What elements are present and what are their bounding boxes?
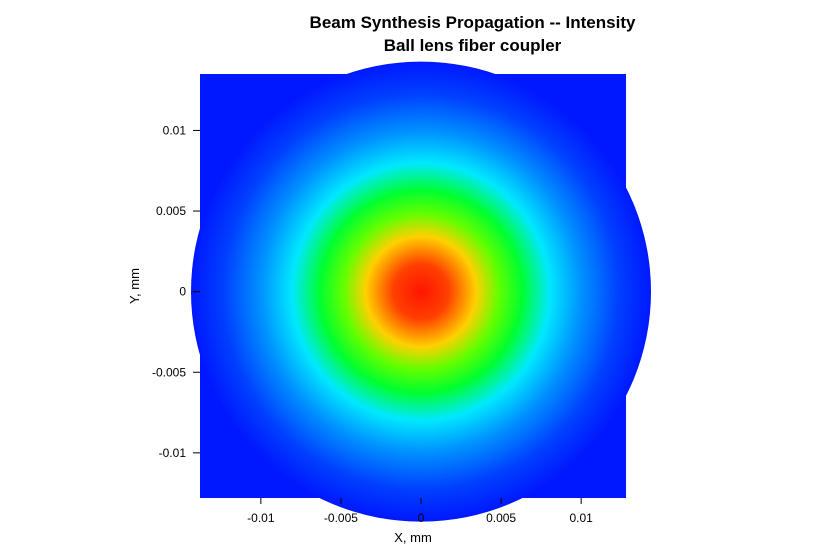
y-tick-label: 0 [179,285,186,299]
x-tick-label: -0.01 [247,511,275,525]
beam-spot [191,61,652,522]
chart-title: Beam Synthesis Propagation -- Intensity [309,13,636,32]
x-axis: -0.01 -0.005 0 0.005 0.01 [247,498,593,525]
y-axis-label: Y, mm [127,268,142,304]
x-tick-label: -0.005 [324,511,358,525]
y-tick-label: 0.01 [163,123,187,137]
y-tick-label: -0.01 [159,446,187,460]
x-tick-label: 0.01 [569,511,593,525]
y-axis: 0.01 0.005 0 -0.005 -0.01 [152,123,200,460]
x-tick-label: 0 [418,511,425,525]
chart-subtitle: Ball lens fiber coupler [383,36,562,55]
y-tick-label: -0.005 [152,365,186,379]
x-tick-label: 0.005 [486,511,516,525]
y-tick-label: 0.005 [156,204,186,218]
x-axis-label: X, mm [394,530,432,545]
